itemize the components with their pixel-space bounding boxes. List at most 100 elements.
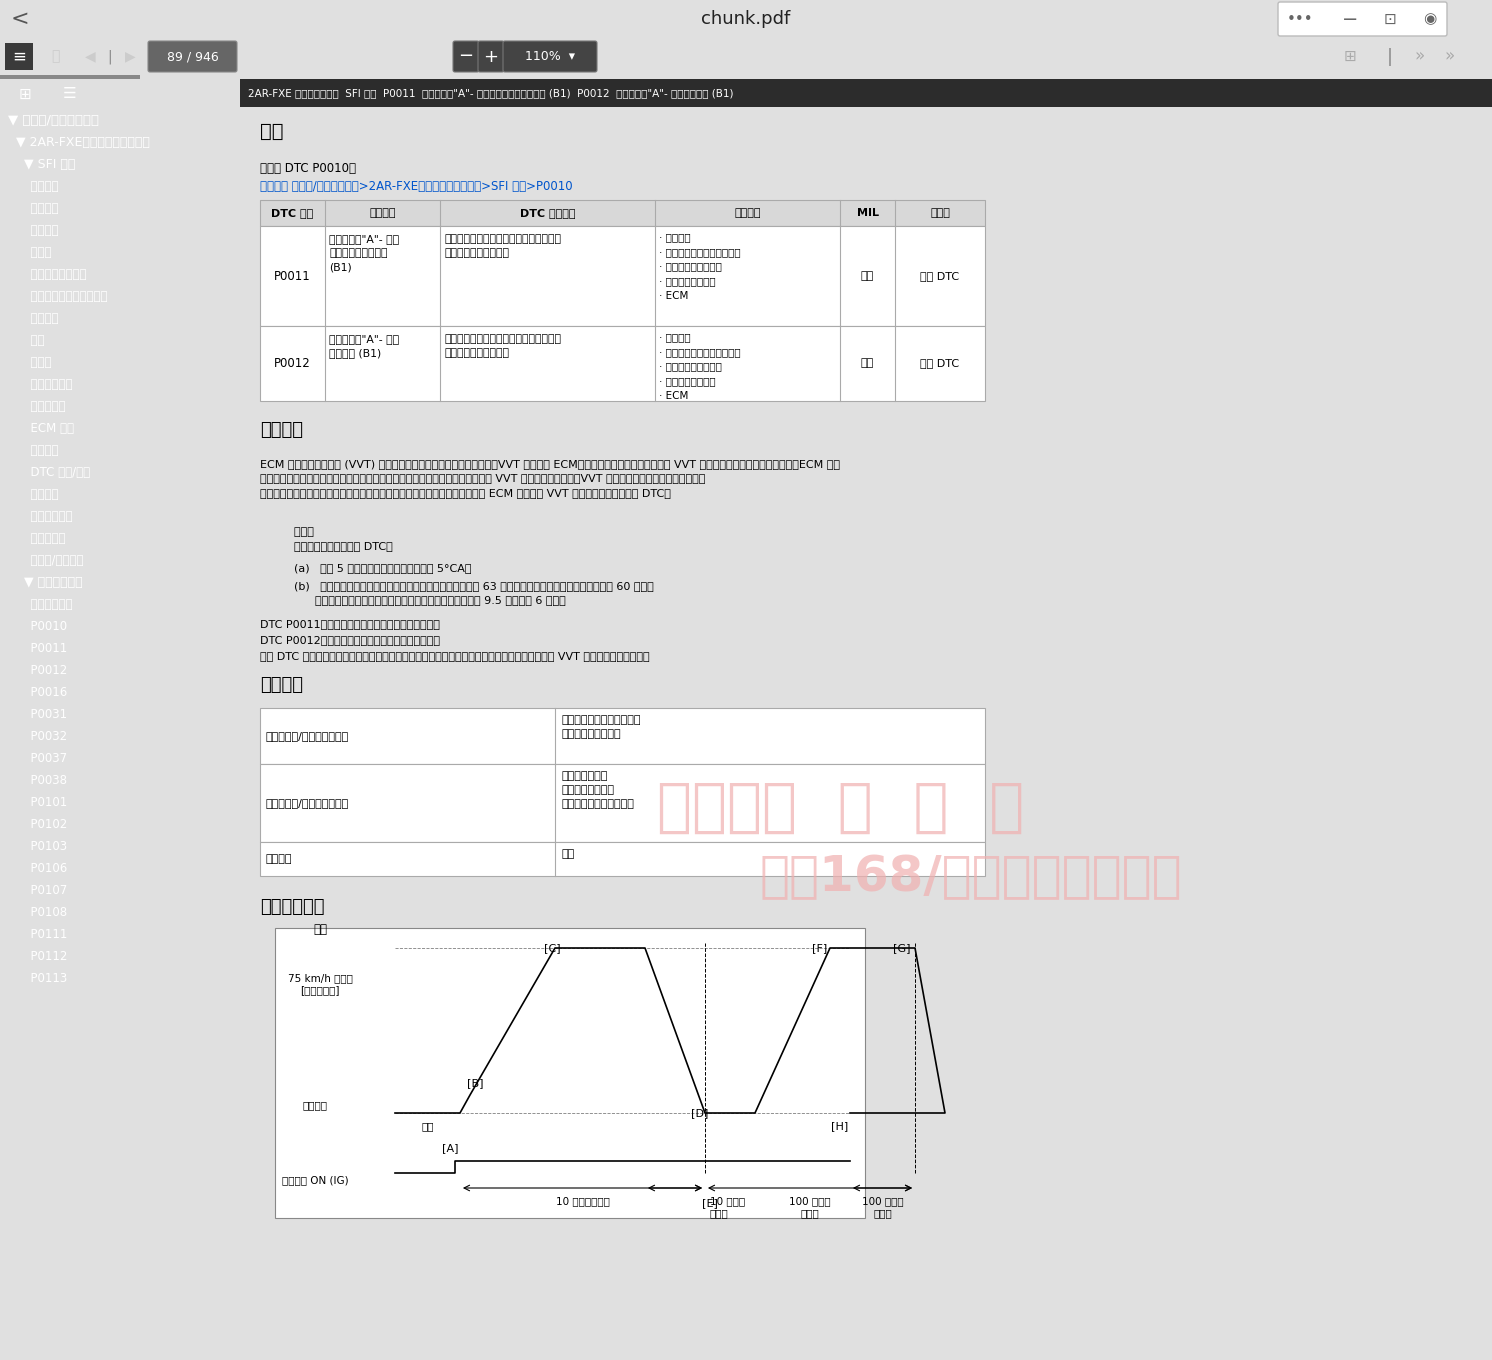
- Text: 系统图: 系统图: [7, 246, 52, 258]
- Text: ≡: ≡: [12, 48, 25, 65]
- Bar: [4, 44, 33, 69]
- Text: P0016: P0016: [7, 685, 67, 699]
- Text: 监视描述: 监视描述: [260, 422, 303, 439]
- FancyBboxPatch shape: [454, 41, 479, 72]
- Text: •••: •••: [1286, 11, 1313, 26]
- Text: −: −: [458, 48, 473, 65]
- Text: DTC 编号: DTC 编号: [272, 208, 313, 218]
- Text: [B]: [B]: [467, 1078, 483, 1088]
- Text: 存储 DTC: 存储 DTC: [921, 359, 959, 369]
- Bar: [260, 200, 985, 226]
- Text: 描述: 描述: [260, 122, 283, 141]
- Bar: [0, 75, 140, 79]
- Text: [F]: [F]: [812, 942, 828, 953]
- Text: 凸轮轴正时机油控制阀总成
凸轮轴正时齿轮总成: 凸轮轴正时机油控制阀总成 凸轮轴正时齿轮总成: [561, 715, 640, 738]
- Text: 检查是否存在间歇性故障: 检查是否存在间歇性故障: [7, 290, 107, 303]
- Text: DTC 检查/清除: DTC 检查/清除: [7, 466, 90, 479]
- Text: · 气门正时
· 凸轮轴正时机油控制阀总成
· 凸轮轴正时齿轮总成
· 机油控制阀滤清器
· ECM: · 气门正时 · 凸轮轴正时机油控制阀总成 · 凸轮轴正时齿轮总成 · 机油控制…: [659, 233, 740, 301]
- Text: 确认行驶模式: 确认行驶模式: [260, 898, 324, 917]
- Text: DTC P0011（凸轮轴正时提前）符合单程检测逻辑。: DTC P0011（凸轮轴正时提前）符合单程检测逻辑。: [260, 619, 440, 628]
- Text: ▼ 发动机/混合动力系统: ▼ 发动机/混合动力系统: [7, 114, 98, 126]
- Text: P0012: P0012: [275, 356, 310, 370]
- Text: 检测项目: 检测项目: [369, 208, 395, 218]
- Text: P0031: P0031: [7, 709, 67, 721]
- Text: 凸轮轴位置"A"- 正时
过于提前或系统性能
(B1): 凸轮轴位置"A"- 正时 过于提前或系统性能 (B1): [330, 234, 400, 272]
- Text: |: |: [107, 49, 112, 64]
- Bar: [260, 764, 985, 842]
- Text: 汽修帮手  资  料  库: 汽修帮手 资 料 库: [658, 779, 1025, 836]
- Text: ▼ SFI 系统: ▼ SFI 系统: [7, 158, 76, 171]
- Text: 车速: 车速: [313, 923, 327, 936]
- Text: P0112: P0112: [7, 951, 67, 963]
- Text: −: −: [1341, 10, 1358, 29]
- Text: [C]: [C]: [545, 942, 561, 953]
- Text: ECM 利用可变气门正时 (VVT) 系统优化进气门正时以控制进气凸轮轴。VVT 系统包括 ECM、凸轮轴正时机油控制阀总成和 VVT 控制器（凸轮轴正时齿轮总: ECM 利用可变气门正时 (VVT) 系统优化进气门正时以控制进气凸轮轴。VVT…: [260, 460, 840, 498]
- Text: 这些 DTC 表示因凸轮轴正时机油控制阀总成故障或凸轮轴正时机油控制阀总成中存在异物而导致 VVT 控制器不能正常工作。: 这些 DTC 表示因凸轮轴正时机油控制阀总成故障或凸轮轴正时机油控制阀总成中存在…: [260, 651, 649, 661]
- Bar: [260, 709, 985, 764]
- FancyBboxPatch shape: [477, 41, 504, 72]
- Text: DTC P0012（凸轮轴正时延迟）符合双程检测逻辑。: DTC P0012（凸轮轴正时延迟）符合双程检测逻辑。: [260, 635, 440, 645]
- Text: 如何进行故障排除: 如何进行故障排除: [7, 268, 87, 282]
- Text: 数据表/主动测试: 数据表/主动测试: [7, 554, 84, 567]
- Text: P0102: P0102: [7, 817, 67, 831]
- Text: P0011: P0011: [7, 642, 67, 656]
- Text: P0107: P0107: [7, 884, 67, 898]
- Text: 监视策略: 监视策略: [260, 676, 303, 694]
- Bar: [260, 326, 985, 401]
- Text: P0032: P0032: [7, 730, 67, 743]
- Text: 示例：
    满足以下条件时，存储 DTC：: 示例： 满足以下条件时，存储 DTC：: [280, 526, 392, 551]
- Text: 零件位置: 零件位置: [7, 224, 58, 237]
- Text: 100 秒或更
长时间: 100 秒或更 长时间: [862, 1195, 903, 1219]
- Text: 单击此处 发动机/混合动力系统>2AR-FXE（发动机控制系统）>SFI 系统>P0010: 单击此处 发动机/混合动力系统>2AR-FXE（发动机控制系统）>SFI 系统>…: [260, 180, 573, 193]
- Text: ⊞: ⊞: [18, 87, 31, 102]
- Text: 检查监视状态: 检查监视状态: [7, 378, 73, 392]
- Text: P0038: P0038: [7, 774, 67, 787]
- Text: (a)   需要 5 秒或更长时间使气门正时改变 5°CA。: (a) 需要 5 秒或更长时间使气门正时改变 5°CA。: [280, 563, 471, 573]
- FancyBboxPatch shape: [148, 41, 237, 72]
- Text: 110%  ▾: 110% ▾: [525, 50, 574, 63]
- Text: 存储器: 存储器: [930, 208, 950, 218]
- Text: ◉: ◉: [1423, 11, 1437, 26]
- Text: 存储 DTC: 存储 DTC: [921, 271, 959, 282]
- Text: [G]: [G]: [892, 942, 910, 953]
- Text: 所需传感器/零部件（主要）: 所需传感器/零部件（主要）: [266, 732, 349, 741]
- Text: 暖机: 暖机: [421, 1121, 434, 1132]
- Text: +: +: [483, 48, 498, 65]
- Bar: [260, 226, 985, 326]
- Text: [A]: [A]: [442, 1142, 458, 1153]
- Text: MIL: MIL: [856, 208, 879, 218]
- Text: 10 秒或更长时间: 10 秒或更长时间: [555, 1195, 609, 1206]
- Text: ◀: ◀: [85, 49, 95, 64]
- FancyBboxPatch shape: [1279, 1, 1447, 35]
- Text: [H]: [H]: [831, 1121, 849, 1132]
- Text: »: »: [1414, 48, 1425, 65]
- Text: 电源开关 ON (IG): 电源开关 ON (IG): [282, 1175, 348, 1185]
- Text: P0011: P0011: [275, 269, 310, 283]
- Text: »: »: [1444, 48, 1455, 65]
- Text: ▶: ▶: [125, 49, 136, 64]
- Text: 故障症状表: 故障症状表: [7, 400, 66, 413]
- Text: P0111: P0111: [7, 928, 67, 941]
- Text: 🔍: 🔍: [51, 49, 60, 64]
- Text: ⊡: ⊡: [1383, 11, 1397, 26]
- Text: DTC 检测条件: DTC 检测条件: [519, 208, 576, 218]
- Text: 点亮: 点亮: [861, 271, 874, 282]
- Text: ECM 端子: ECM 端子: [7, 422, 75, 435]
- Text: (b)   满足以上条件后，强制激活凸轮轴正时机油控制阀总成 63 次或更多次（车辆怠速运转时，需要约 60 秒）。
          满足上述条件后，将凸轮: (b) 满足以上条件后，强制激活凸轮轴正时机油控制阀总成 63 次或更多次（车辆…: [280, 581, 653, 605]
- Text: P0037: P0037: [7, 752, 67, 764]
- Text: 基本检查: 基本检查: [7, 311, 58, 325]
- Text: 89 / 946: 89 / 946: [167, 50, 219, 63]
- Text: 失效保护表: 失效保护表: [7, 532, 66, 545]
- Text: 10 秒或更
长时间: 10 秒或更 长时间: [710, 1195, 745, 1219]
- Text: 故障部位: 故障部位: [734, 208, 761, 218]
- Text: 持续: 持续: [561, 849, 574, 860]
- Text: 仅收168/年，每周更新车型: 仅收168/年，每周更新车型: [759, 854, 1182, 902]
- Text: 诊断故障码表: 诊断故障码表: [7, 598, 73, 611]
- Text: P0108: P0108: [7, 906, 67, 919]
- Text: P0012: P0012: [7, 664, 67, 677]
- Text: 初始化: 初始化: [7, 356, 52, 369]
- Text: P0113: P0113: [7, 972, 67, 985]
- Text: 检查模式程序: 检查模式程序: [7, 510, 73, 524]
- Text: 2AR-FXE 发动机控制系统  SFI 系统  P0011  凸轮轴位置"A"- 正时过于提前或系统性能 (B1)  P0012  凸轮轴位置"A"- 正时过: 2AR-FXE 发动机控制系统 SFI 系统 P0011 凸轮轴位置"A"- 正…: [248, 88, 734, 98]
- Text: 怠速运转: 怠速运转: [303, 1100, 328, 1110]
